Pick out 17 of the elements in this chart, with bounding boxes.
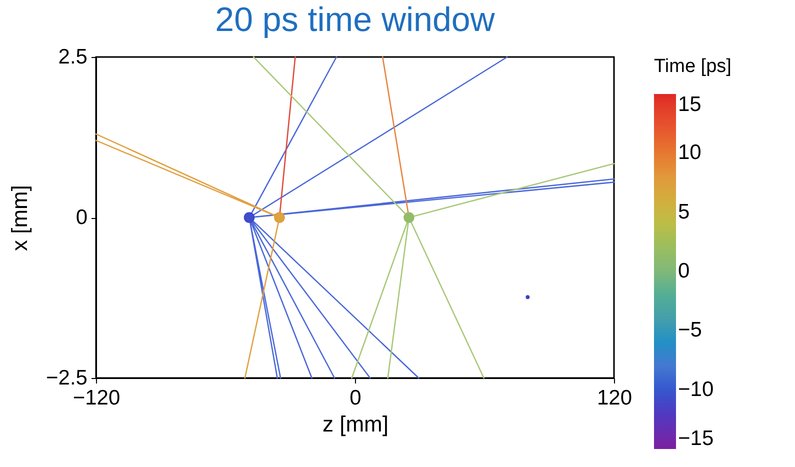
y-tick-label: 2.5: [58, 46, 88, 68]
x-tick-label: 120: [596, 386, 632, 410]
color-bar-label: −10: [678, 378, 714, 401]
chart-title: 20 ps time window: [215, 1, 496, 39]
y-axis-title: x [mm]: [7, 185, 32, 251]
y-tick-label: 0: [76, 206, 88, 229]
color-bar-label: 10: [678, 141, 702, 164]
x-axis-title: z [mm]: [322, 412, 388, 436]
color-bar-label: 5: [678, 200, 690, 224]
color-bar-title: Time [ps]: [654, 56, 732, 77]
y-tick-label: −2.5: [46, 366, 88, 390]
x-tick-label: 0: [350, 386, 362, 410]
color-bar-label: 15: [678, 93, 702, 116]
color-bar-label: −15: [678, 427, 714, 450]
color-bar-label: 0: [678, 260, 690, 282]
color-bar-label: −5: [678, 318, 702, 342]
x-tick-label: −120: [72, 386, 120, 410]
